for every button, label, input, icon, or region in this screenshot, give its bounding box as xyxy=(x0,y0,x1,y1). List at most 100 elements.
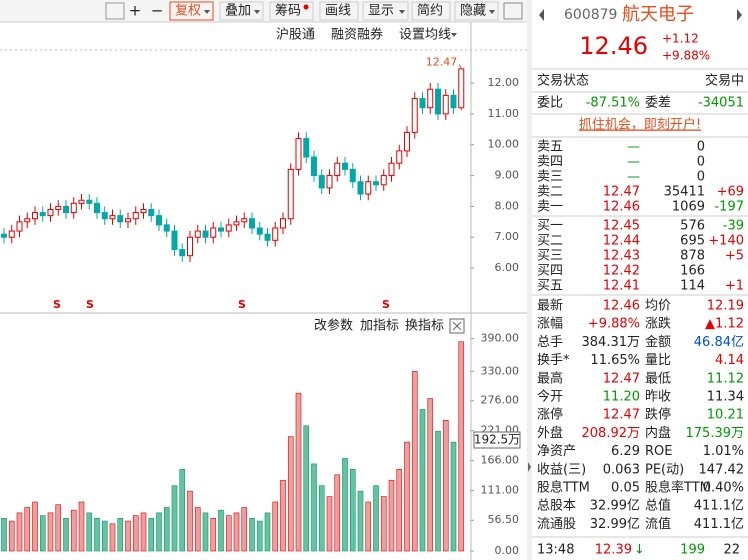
indicator-tool[interactable]: 换指标 xyxy=(405,319,444,334)
candle-body xyxy=(334,162,341,177)
volume-bar xyxy=(109,523,116,552)
stat-label: 最高 xyxy=(537,370,563,386)
volume-bar xyxy=(256,520,263,552)
icon-button[interactable] xyxy=(105,2,125,20)
indicator-tool[interactable]: 改参数 xyxy=(314,318,353,334)
candle-body xyxy=(427,88,434,109)
volume-bar xyxy=(342,458,348,552)
volume-bar xyxy=(280,479,286,552)
toolbar-button[interactable] xyxy=(169,1,214,21)
candle-body xyxy=(24,218,31,223)
volume-bar xyxy=(326,496,333,552)
toolbar-button-label: 叠加 xyxy=(225,4,251,19)
volume-bar xyxy=(179,469,186,552)
toolbar-button[interactable] xyxy=(411,1,451,21)
toolbar-button[interactable] xyxy=(219,1,264,21)
stat-label: 内盘 xyxy=(645,425,671,441)
toolbar-button[interactable] xyxy=(319,1,359,21)
chart-tool[interactable]: 设置均线 xyxy=(399,28,451,43)
splitter[interactable] xyxy=(527,0,532,560)
candle-body xyxy=(411,97,418,133)
volume-bar xyxy=(202,512,209,552)
chart-tools: 沪股通 融资融券 设置均线 xyxy=(276,27,457,43)
stat-label: 收益(三) xyxy=(537,462,586,477)
stat-label: 最低 xyxy=(645,371,671,386)
volume-bar xyxy=(171,485,178,552)
toolbar-buttons: 复权 叠加 筹码 画线 显示 简约 隐藏 xyxy=(169,1,499,21)
dividend-marker: S xyxy=(238,298,246,311)
candle-body xyxy=(125,218,131,223)
toolbar-button[interactable] xyxy=(269,1,314,21)
dividend-marker: S xyxy=(382,298,390,311)
order-change: +5 xyxy=(725,249,744,264)
stat-value: 32.99亿 xyxy=(590,499,640,514)
volume-bar xyxy=(70,509,77,552)
next-arrow[interactable] xyxy=(737,9,742,21)
volume-bar xyxy=(427,398,434,552)
candle-body xyxy=(349,168,356,183)
order-price: 12.46 xyxy=(603,200,640,215)
order-label: 买五 xyxy=(537,279,563,294)
order-label: 卖三 xyxy=(537,170,563,185)
candle-body xyxy=(148,208,155,217)
volume-bar xyxy=(241,507,248,552)
volume-bar xyxy=(264,512,271,552)
order-volume: 1069 xyxy=(672,200,705,215)
candle-body xyxy=(86,199,93,204)
volume-bar xyxy=(39,515,46,552)
promo-link[interactable]: 抓住机会，即刻开户! xyxy=(579,117,701,133)
candle-body xyxy=(78,199,85,204)
toolbar-button-label: 显示 xyxy=(368,4,394,19)
stat-label: 总手 xyxy=(537,335,563,350)
volume-bar xyxy=(218,509,224,552)
toolbar-button[interactable] xyxy=(454,1,499,21)
stat-label: 今开 xyxy=(537,389,563,405)
fullscreen-icon[interactable] xyxy=(503,2,523,20)
toolbar-button-label: 简约 xyxy=(417,3,443,19)
stat-value: 12.19 xyxy=(707,299,744,314)
volume-bar xyxy=(404,441,410,552)
stat-value: 175.39万 xyxy=(686,426,745,441)
y-tick-label: 0.00 xyxy=(495,544,520,557)
zoom-out-icon[interactable]: − xyxy=(151,2,164,20)
stat-value: 12.46 xyxy=(603,299,640,314)
stat-value: 11.12 xyxy=(707,371,744,386)
candle-body xyxy=(272,227,279,241)
volume-bar xyxy=(272,501,279,552)
volume-bar xyxy=(55,504,62,552)
prev-arrow[interactable] xyxy=(539,9,544,21)
candle-body xyxy=(94,202,100,214)
stat-label: 股息TTM xyxy=(537,480,590,496)
candle-body xyxy=(442,94,449,115)
zoom-in-icon[interactable]: + xyxy=(129,2,142,20)
order-volume: 0 xyxy=(697,170,705,185)
charts: 12.00 11.00 10.00 9.00 8.00 7.00 6.00 12.47 S S S S… xyxy=(1,22,521,560)
candle-body xyxy=(39,212,46,217)
candle-body xyxy=(318,175,325,189)
volume-bar xyxy=(78,501,85,552)
stat-value: 32.99亿 xyxy=(590,517,640,532)
order-price: 12.45 xyxy=(603,219,640,234)
stat-value: 0.05 xyxy=(611,481,640,496)
indicator-tools: 改参数 加指标 换指标 xyxy=(314,318,444,334)
stat-label: 流值 xyxy=(645,516,671,532)
indicator-tool[interactable]: 加指标 xyxy=(360,319,399,334)
toolbar-button[interactable] xyxy=(362,1,409,21)
volume-bar xyxy=(156,512,162,552)
stat-label: ROE xyxy=(645,444,672,459)
order-label: 买一 xyxy=(537,219,563,234)
volume-bar xyxy=(458,341,465,552)
change: +1.12 xyxy=(662,32,699,46)
stat-value: 11.65% xyxy=(590,353,640,368)
candle-body xyxy=(419,97,426,109)
candle-body xyxy=(171,230,178,251)
chart-tool[interactable]: 融资融券 xyxy=(331,27,383,43)
order-volume: 114 xyxy=(680,279,705,294)
order-price: — xyxy=(627,140,640,155)
chart-tool[interactable]: 沪股通 xyxy=(276,27,315,43)
order-price: 12.47 xyxy=(603,185,640,200)
candle-body xyxy=(373,181,379,186)
stat-label: 股息率TTM xyxy=(645,480,711,496)
close-indicator[interactable] xyxy=(449,318,465,334)
